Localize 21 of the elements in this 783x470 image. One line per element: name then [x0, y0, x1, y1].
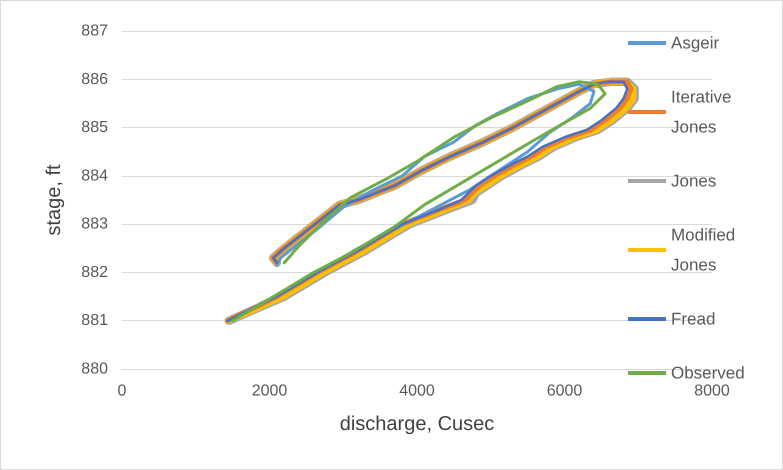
y-axis-title: stage, ft — [43, 164, 65, 236]
x-axis-title: discharge, Cusec — [340, 413, 494, 435]
y-tick-label: 883 — [81, 216, 108, 233]
legend-label: Iterative Jones — [671, 88, 736, 136]
x-tick-label: 6000 — [546, 382, 582, 400]
x-tick-label: 8000 — [694, 382, 730, 400]
legend-label: Asgeir — [671, 34, 720, 52]
legend-label: Jones — [671, 172, 716, 190]
legend-label: Observed — [671, 364, 745, 382]
y-tick-label: 882 — [81, 264, 108, 281]
legend-label: Modified Jones — [671, 226, 740, 274]
legend-label: Fread — [671, 310, 716, 328]
x-tick-label: 0 — [118, 382, 127, 400]
y-tick-label: 881 — [81, 312, 108, 330]
x-tick-label: 2000 — [252, 382, 288, 400]
y-tick-label: 887 — [81, 22, 108, 40]
y-tick-label: 884 — [81, 167, 108, 184]
y-tick-label: 886 — [81, 70, 108, 88]
y-tick-label: 880 — [81, 360, 108, 378]
y-tick-label: 885 — [81, 119, 108, 136]
x-tick-label: 4000 — [399, 382, 435, 400]
